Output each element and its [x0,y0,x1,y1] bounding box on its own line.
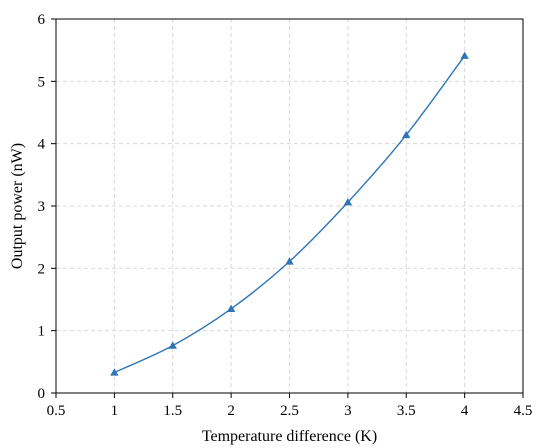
y-tick-label: 0 [38,386,46,402]
y-tick-label: 1 [38,324,46,340]
ticks: 0.5 1 1.5 2 2.5 3 3.5 4 4.5 0 1 2 3 4 5 6 [38,12,533,419]
x-tick-label: 3.5 [397,403,416,419]
x-tick-label: 4 [461,403,469,419]
x-tick-label: 1.5 [163,403,182,419]
y-tick-label: 5 [38,74,46,90]
y-tick-label: 2 [38,261,46,277]
x-tick-label: 4.5 [514,403,533,419]
y-tick-label: 4 [38,137,46,153]
y-tick-label: 3 [38,199,46,215]
data-point [402,130,411,139]
data-point [168,341,177,349]
x-tick-label: 2.5 [280,403,299,419]
x-tick-label: 3 [344,403,352,419]
data-point [343,198,353,206]
data-point [110,368,119,376]
y-axis-label: Output power (nW) [9,143,26,269]
x-axis-label: Temperature difference (K) [202,428,377,445]
data-point [460,51,469,59]
x-tick-label: 1 [111,403,119,419]
data-point [285,257,294,265]
grid [56,19,523,393]
y-tick-label: 6 [38,12,46,28]
x-tick-label: 0.5 [47,403,66,419]
x-tick-label: 2 [227,403,235,419]
data-point [226,304,236,312]
series [110,51,469,376]
